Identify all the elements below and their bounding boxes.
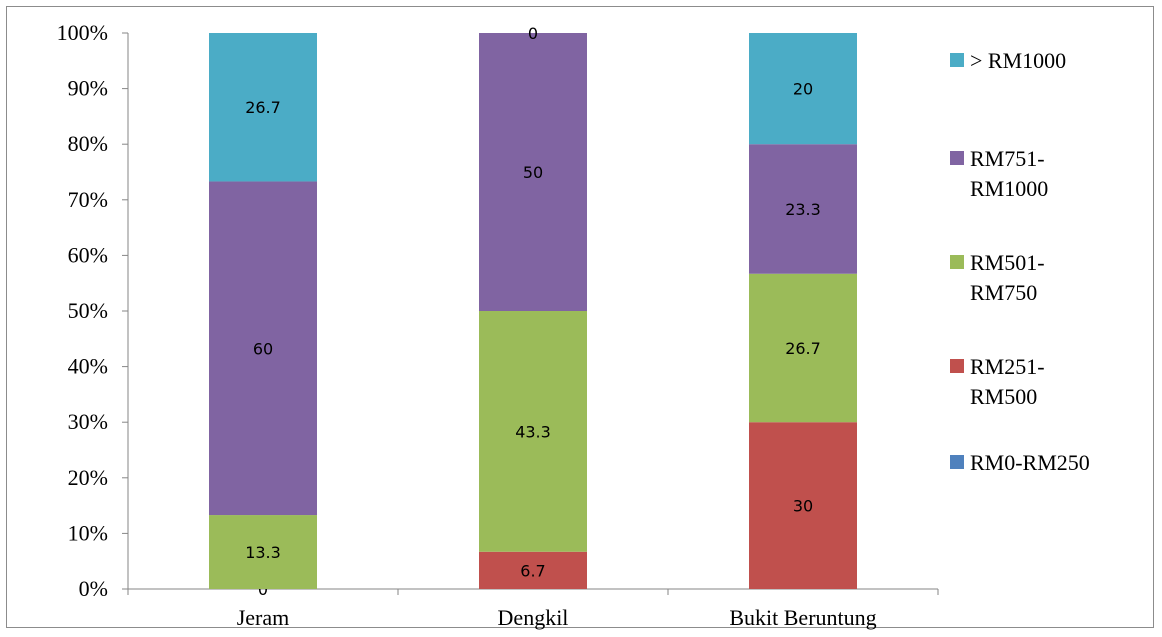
data-label: 26.7 (245, 98, 281, 117)
legend-label: RM750 (970, 280, 1037, 305)
y-tick-label: 60% (68, 242, 108, 267)
y-tick-label: 30% (68, 409, 108, 434)
bar-segment-jeram-rm501-rm750 (209, 515, 317, 589)
legend-swatch-rm1000 (950, 53, 964, 67)
y-tick-label: 70% (68, 187, 108, 212)
y-tick-label: 40% (68, 354, 108, 379)
legend-swatch-rm0-rm250 (950, 455, 964, 469)
legend-label: > RM1000 (970, 48, 1066, 73)
x-category-label: Jeram (237, 605, 290, 630)
data-label: 43.3 (515, 422, 551, 441)
legend-swatch-rm751-rm1000 (950, 151, 964, 165)
bar-segment-bukit-beruntung-rm251-rm500 (749, 422, 857, 589)
y-tick-label: 20% (68, 465, 108, 490)
data-label: 6.7 (520, 561, 545, 580)
bar-segment-dengkil-rm251-rm500 (479, 551, 587, 589)
y-tick-label: 50% (68, 298, 108, 323)
legend-label: RM251- (970, 354, 1045, 379)
bar-segment-jeram-rm751-rm1000 (209, 181, 317, 516)
data-label: 0 (528, 24, 538, 43)
data-label: 30 (793, 497, 813, 516)
bar-segment-jeram-rm1000 (209, 33, 317, 182)
data-label: 50 (523, 163, 543, 182)
x-category-label: Bukit Beruntung (729, 605, 876, 630)
bar-segment-bukit-beruntung-rm501-rm750 (749, 273, 857, 423)
legend-label: RM1000 (970, 176, 1048, 201)
legend-swatch-rm501-rm750 (950, 255, 964, 269)
legend-label: RM751- (970, 146, 1045, 171)
data-label: 26.7 (785, 339, 821, 358)
data-label: 13.3 (245, 543, 281, 562)
y-tick-label: 10% (68, 520, 108, 545)
y-tick-label: 90% (68, 76, 108, 101)
x-category-label: Dengkil (498, 605, 569, 630)
data-label: 60 (253, 339, 273, 358)
data-label: 0 (258, 580, 268, 599)
y-tick-label: 100% (57, 20, 108, 45)
legend-swatch-rm251-rm500 (950, 359, 964, 373)
bar-segment-bukit-beruntung-rm751-rm1000 (749, 144, 857, 274)
y-tick-label: 80% (68, 131, 108, 156)
legend-label: RM500 (970, 384, 1037, 409)
legend-label: RM501- (970, 250, 1045, 275)
bar-segment-dengkil-rm751-rm1000 (479, 33, 587, 311)
data-label: 20 (793, 80, 813, 99)
bar-segment-bukit-beruntung-rm1000 (749, 33, 857, 145)
data-label: 23.3 (785, 200, 821, 219)
legend-label: RM0-RM250 (970, 450, 1090, 475)
y-tick-label: 0% (79, 576, 108, 601)
bar-segment-dengkil-rm501-rm750 (479, 311, 587, 552)
